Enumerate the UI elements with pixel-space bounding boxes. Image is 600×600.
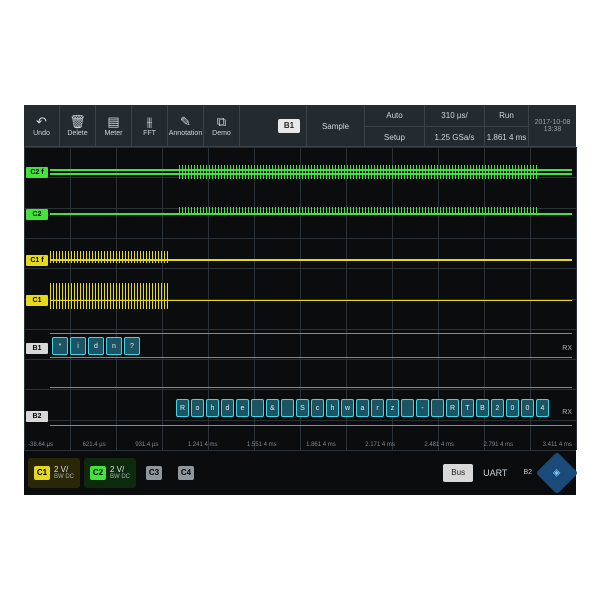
info-setup[interactable]: Setup (364, 126, 424, 147)
trace-c1f-pulses (50, 251, 170, 265)
meter-button[interactable]: ▤ Meter (96, 105, 132, 146)
c1-vdiv: 2 V/ (54, 465, 74, 474)
meter-label: Meter (105, 130, 123, 137)
annotation-button[interactable]: ✎ Annotation (168, 105, 204, 146)
info-run[interactable]: Run (484, 105, 528, 126)
info-rate[interactable]: 1.25 GSa/s (424, 126, 484, 147)
trace-c2f-pulses (179, 165, 570, 181)
info-timediv[interactable]: 310 µs/ (424, 105, 484, 126)
label-c1f[interactable]: C1 f (26, 255, 48, 266)
meter-icon: ▤ (107, 115, 119, 128)
b1-line-bot (50, 357, 572, 358)
bus-label[interactable]: Bus (443, 464, 473, 482)
b1-rx: RX (562, 345, 572, 352)
b2-line-top (50, 387, 572, 388)
info-sample[interactable]: Sample (306, 105, 364, 147)
chip-c1[interactable]: C1 2 V/BW DC (28, 458, 80, 488)
c1-sub: BW DC (54, 474, 74, 480)
label-b1[interactable]: B1 (26, 343, 48, 354)
oscilloscope-frame: ↶ Undo 🗑 Delete ▤ Meter ⫵ FFT ✎ Annotation ⧉ D… (24, 105, 576, 495)
tag-c3: C3 (146, 466, 162, 480)
fft-label: FFT (143, 130, 156, 137)
label-c2[interactable]: C2 (26, 209, 48, 220)
toolbar: ↶ Undo 🗑 Delete ▤ Meter ⫵ FFT ✎ Annotation ⧉ D… (24, 105, 576, 147)
bottom-bar: C1 2 V/BW DC C2 2 V/BW DC C3 C4 Bus UART… (24, 450, 576, 495)
label-c2f[interactable]: C2 f (26, 167, 48, 178)
b2-line-bot (50, 425, 572, 426)
decode-b2: Rohde & Schwarz - RTB2004 (176, 399, 549, 417)
b1-pill[interactable]: B1 (278, 119, 300, 133)
tag-c4: C4 (178, 466, 194, 480)
tag-c2: C2 (90, 466, 106, 480)
label-c1[interactable]: C1 (26, 295, 48, 306)
chip-c3[interactable]: C3 (140, 458, 168, 488)
demo-icon: ⧉ (217, 115, 226, 128)
label-b2[interactable]: B2 (26, 411, 48, 422)
undo-button[interactable]: ↶ Undo (24, 105, 60, 146)
info-delay[interactable]: 1.861 4 ms (484, 126, 528, 147)
delete-button[interactable]: 🗑 Delete (60, 105, 96, 146)
undo-icon: ↶ (36, 115, 47, 128)
time-ticks: -38.64 µs621.4 µs931.4 µs1.241 4 ms1.551… (28, 442, 572, 448)
delete-label: Delete (67, 130, 87, 137)
proto-label: UART (477, 468, 513, 478)
chip-c4[interactable]: C4 (172, 458, 200, 488)
demo-button[interactable]: ⧉ Demo (204, 105, 240, 146)
decode-b1: *idn? (52, 337, 140, 355)
fft-icon: ⫵ (147, 115, 153, 128)
info-auto[interactable]: Auto (364, 105, 424, 126)
annotation-label: Annotation (169, 130, 202, 137)
trace-c1-pulses (50, 283, 170, 311)
b2-label: B2 (517, 469, 538, 476)
timestamp-time: 13:38 (544, 126, 562, 133)
logo-icon: ◈ (553, 467, 561, 478)
delete-icon: 🗑 (69, 115, 86, 128)
waveform-area[interactable]: C2 f C2 C1 f C1 B1 *idn? RX B2 Rohde & S… (24, 147, 576, 450)
demo-label: Demo (212, 130, 231, 137)
fft-button[interactable]: ⫵ FFT (132, 105, 168, 146)
trace-c2-pulses (179, 207, 570, 217)
annotation-icon: ✎ (180, 115, 191, 128)
b1-line-top (50, 333, 572, 334)
undo-label: Undo (33, 130, 50, 137)
c2-vdiv: 2 V/ (110, 465, 130, 474)
c2-sub: BW DC (110, 474, 130, 480)
acquisition-info: Auto 310 µs/ Run Sample Setup 1.25 GSa/s… (306, 105, 528, 146)
b2-rx: RX (562, 409, 572, 416)
timestamp-date: 2017-10-08 (535, 119, 571, 126)
tag-c1: C1 (34, 466, 50, 480)
brand-logo[interactable]: ◈ (536, 451, 578, 493)
chip-c2[interactable]: C2 2 V/BW DC (84, 458, 136, 488)
timestamp: 2017-10-08 13:38 (528, 105, 576, 146)
